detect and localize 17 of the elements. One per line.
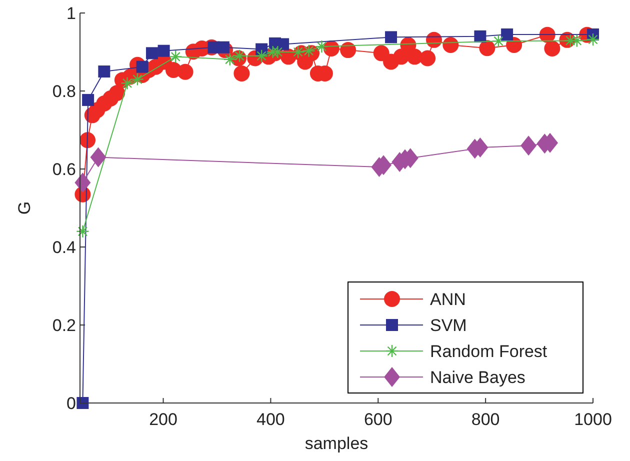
legend-label: ANN [430,290,466,309]
y-tick-label: 0.4 [52,238,76,257]
y-tick-label: 0.2 [52,316,76,335]
y-tick-label: 1 [66,4,76,23]
y-tick-label: 0.6 [52,160,76,179]
x-tick-label: 600 [364,410,392,429]
y-tick-label: 0 [66,394,76,413]
y-axis-title: G [15,201,34,215]
y-tick-label: 0.8 [52,82,76,101]
x-tick-label: 1000 [574,410,612,429]
legend-label: SVM [430,316,467,335]
x-axis-title: samples [304,434,368,453]
legend-label: Naive Bayes [430,368,526,387]
x-tick-label: 400 [256,410,285,429]
legend-label: Random Forest [430,342,548,361]
x-tick-label: 200 [149,410,178,429]
x-tick-label: 800 [471,410,500,429]
